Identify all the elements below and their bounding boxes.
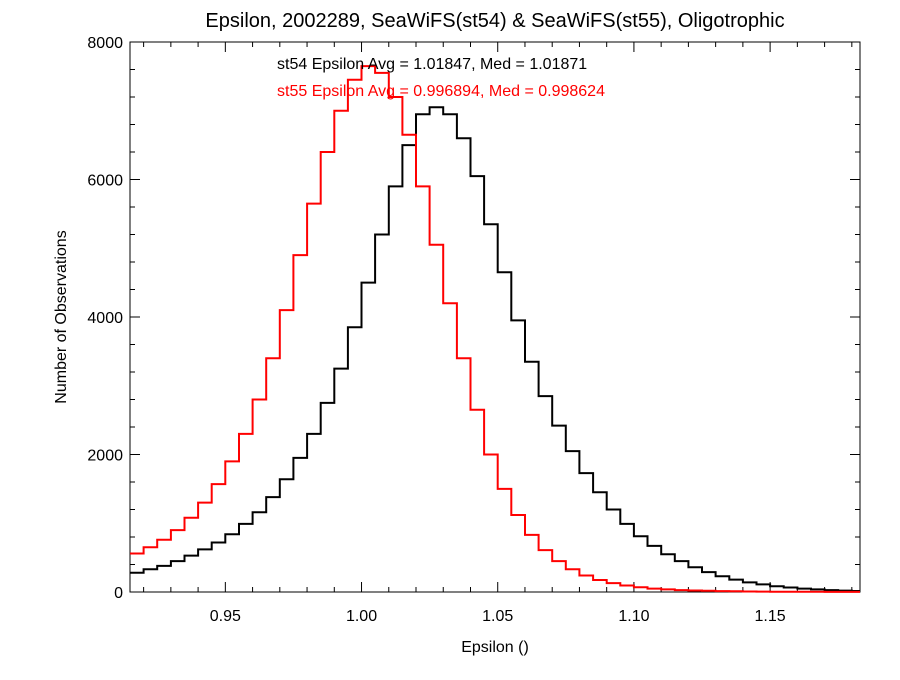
y-tick-label: 4000 <box>87 310 123 327</box>
x-tick-label: 0.95 <box>210 608 241 625</box>
x-axis-label: Epsilon () <box>461 639 529 656</box>
y-tick-label: 6000 <box>87 173 123 190</box>
annotation-layer: st54 Epsilon Avg = 1.01847, Med = 1.0187… <box>277 56 605 100</box>
st54-stats-annotation: st54 Epsilon Avg = 1.01847, Med = 1.0187… <box>277 56 587 73</box>
x-tick-label: 1.15 <box>755 608 786 625</box>
tick-layer: 0.95 1.00 1.05 1.10 1.15 0 2000 4000 6000 8000 <box>87 35 860 625</box>
series-st54-line <box>130 106 860 592</box>
series-layer <box>130 65 860 593</box>
st55-stats-annotation: st55 Epsilon Avg = 0.996894, Med = 0.998… <box>277 83 605 100</box>
y-tick-label: 8000 <box>87 35 123 52</box>
y-tick-label: 2000 <box>87 448 123 465</box>
x-tick-label: 1.10 <box>618 608 649 625</box>
chart-title: Epsilon, 2002289, SeaWiFS(st54) & SeaWiF… <box>205 10 784 32</box>
x-tick-label: 1.00 <box>346 608 377 625</box>
series-st55-line <box>130 65 860 593</box>
y-axis-label: Number of Observations <box>53 230 70 403</box>
x-tick-label: 1.05 <box>482 608 513 625</box>
y-tick-label: 0 <box>114 585 123 602</box>
plot-frame <box>129 41 861 593</box>
